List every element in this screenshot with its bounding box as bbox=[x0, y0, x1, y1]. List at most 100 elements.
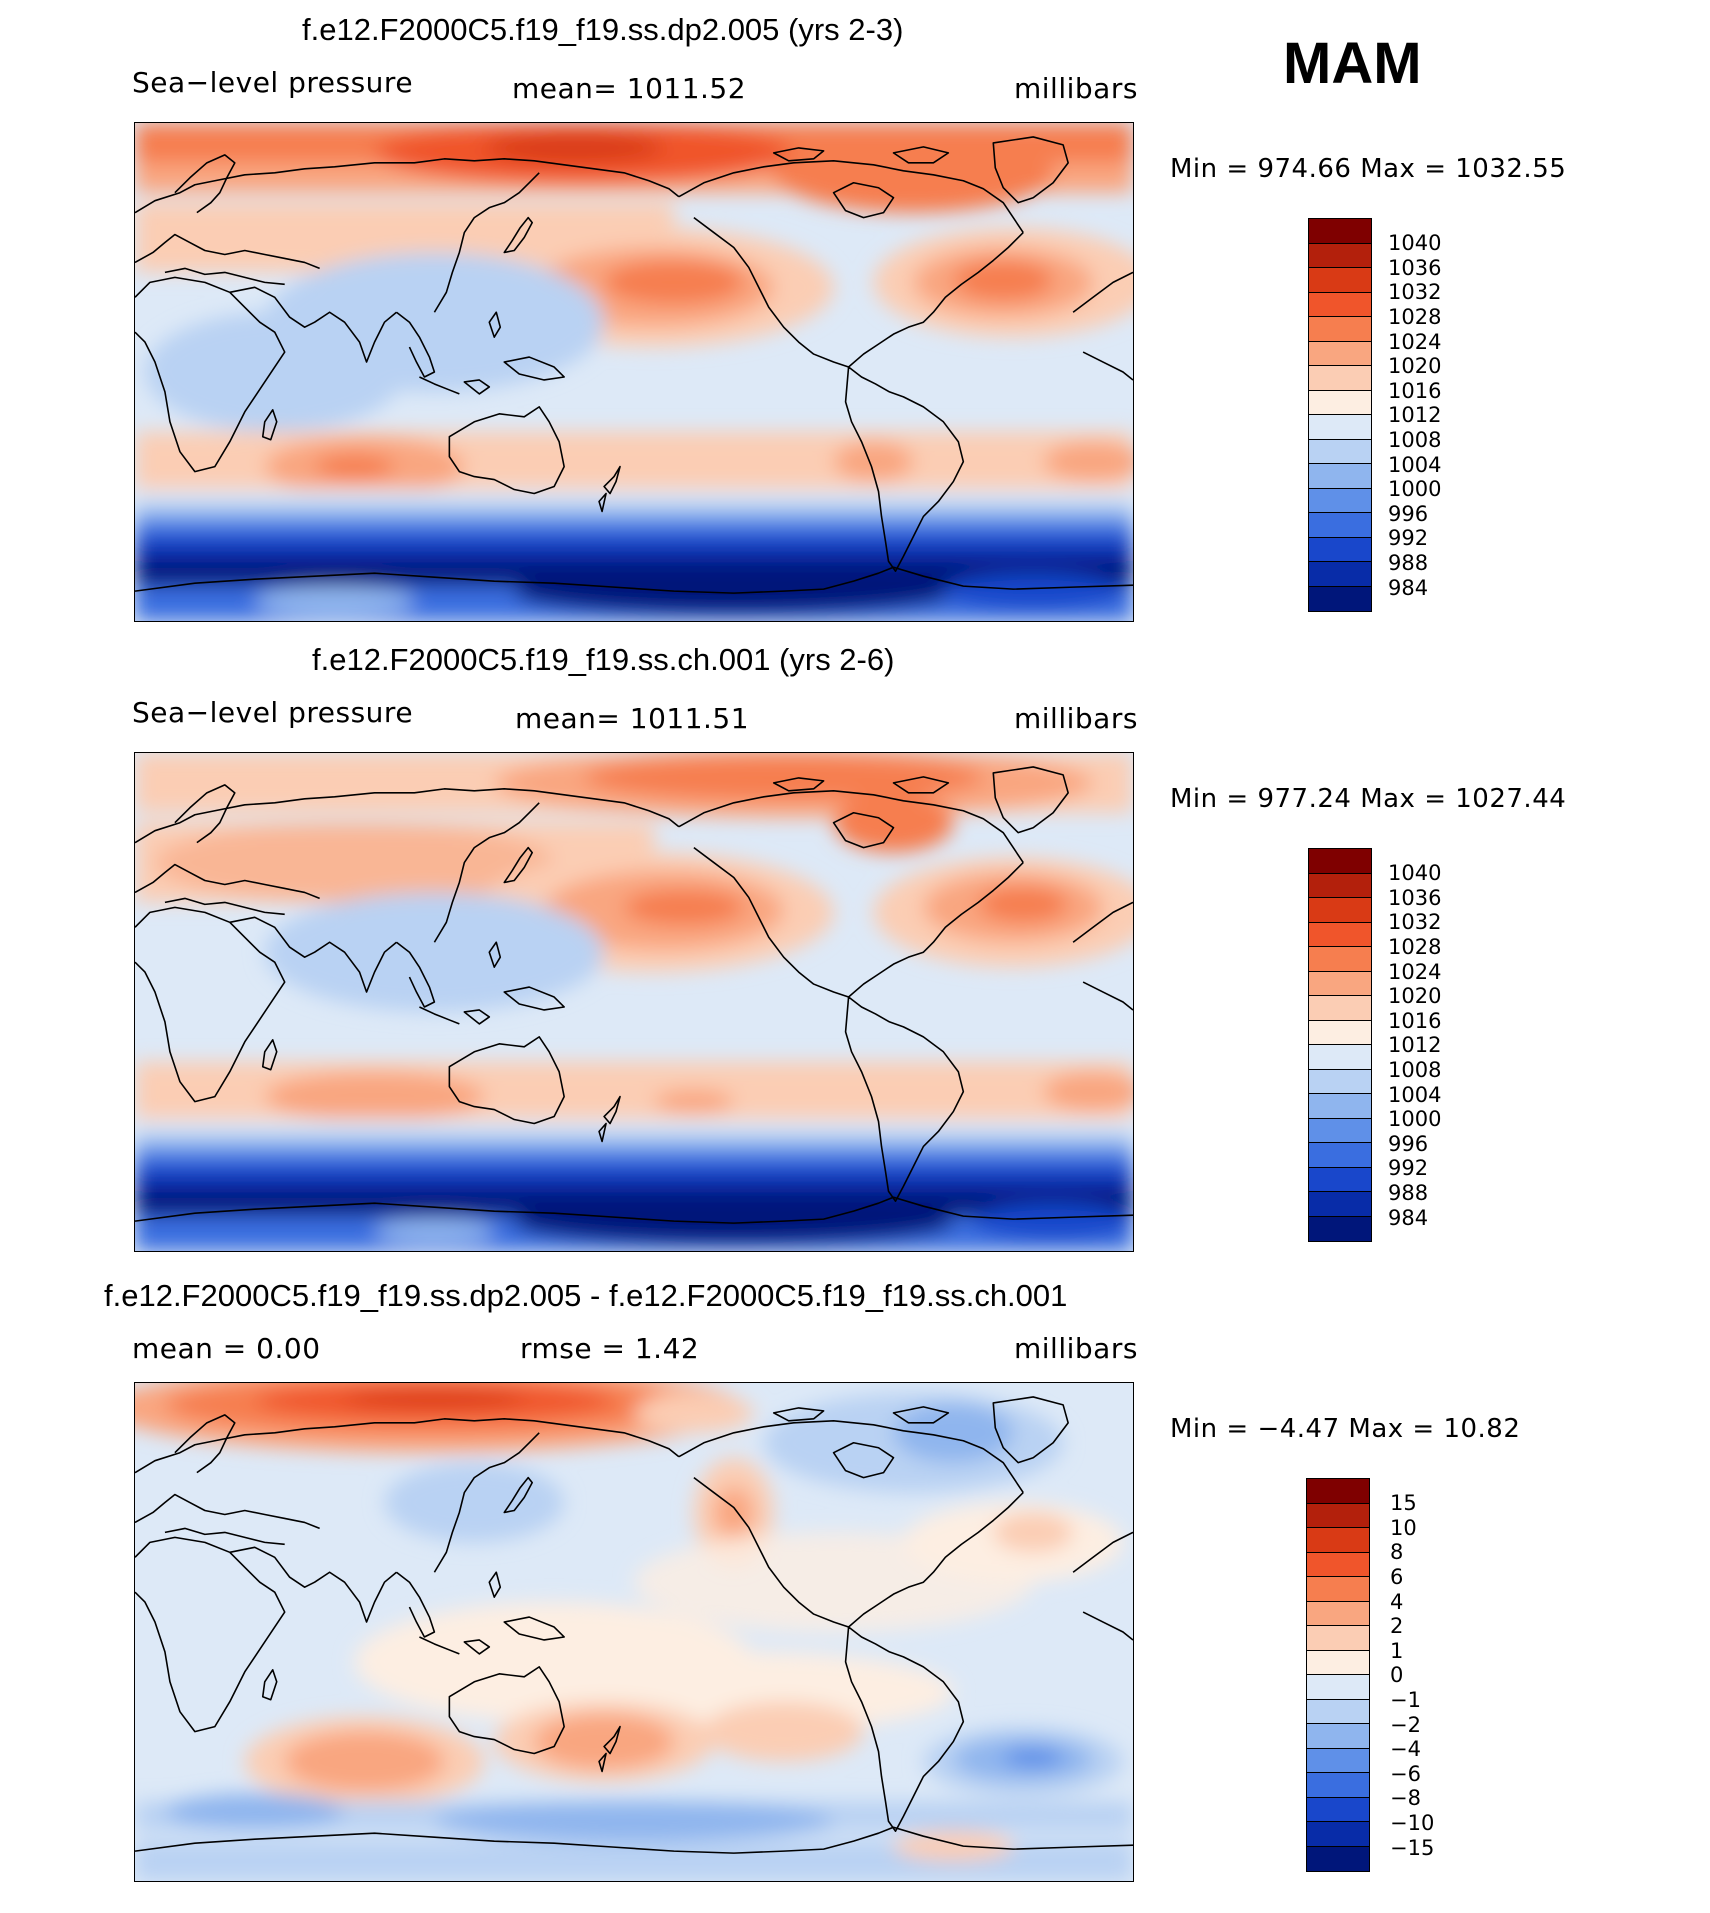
colorbar-label: 1024 bbox=[1388, 330, 1442, 354]
panel-3-minmax: Min = −4.47 Max = 10.82 bbox=[1170, 1414, 1521, 1444]
panel-2-colorbar-swatch bbox=[1309, 947, 1371, 972]
panel-2-colorbar-swatch bbox=[1309, 1167, 1371, 1192]
panel-1-colorbar-swatch bbox=[1309, 439, 1371, 464]
panel-3-colorbar-swatch bbox=[1307, 1577, 1369, 1602]
panel-3-colorbar-swatch bbox=[1307, 1699, 1369, 1724]
panel-1-colorbar-swatch bbox=[1309, 488, 1371, 513]
panel-2-colorbar-swatch bbox=[1309, 1143, 1371, 1168]
panel-1-variable-label: Sea−level pressure bbox=[132, 66, 414, 99]
panel-1-colorbar-swatch bbox=[1309, 268, 1371, 293]
colorbar-label: 1012 bbox=[1388, 403, 1442, 427]
panel-2-variable-label: Sea−level pressure bbox=[132, 696, 414, 729]
colorbar-label: 984 bbox=[1388, 1206, 1429, 1230]
colorbar-label: 1020 bbox=[1388, 984, 1442, 1008]
colorbar-label: 1016 bbox=[1388, 1009, 1442, 1033]
panel-3-title: f.e12.F2000C5.f19_f19.ss.dp2.005 - f.e12… bbox=[104, 1278, 1068, 1313]
colorbar-label: 992 bbox=[1388, 526, 1429, 550]
colorbar-label: 1036 bbox=[1388, 886, 1442, 910]
panel-1-mean-label: mean= 1011.52 bbox=[512, 72, 747, 105]
panel-3-colorbar-swatch bbox=[1307, 1797, 1369, 1822]
panel-3-colorbar-swatch bbox=[1307, 1724, 1369, 1749]
panel-3-colorbar bbox=[1306, 1478, 1370, 1872]
panel-2-colorbar-swatch bbox=[1309, 971, 1371, 996]
colorbar-label: −15 bbox=[1390, 1836, 1435, 1860]
colorbar-label: 1008 bbox=[1388, 428, 1442, 452]
panel-2-units-label: millibars bbox=[1014, 702, 1138, 735]
panel-1-colorbar-swatch bbox=[1309, 415, 1371, 440]
panel-3-colorbar-swatch bbox=[1307, 1822, 1369, 1847]
panel-2-colorbar-swatch bbox=[1309, 1094, 1371, 1119]
panel-3-map bbox=[134, 1382, 1134, 1882]
panel-2-colorbar-swatch bbox=[1309, 898, 1371, 923]
panel-2-mean-label: mean= 1011.51 bbox=[515, 702, 750, 735]
panel-1-colorbar-swatch bbox=[1309, 219, 1371, 244]
panel-1-colorbar bbox=[1308, 218, 1372, 612]
panel-1-colorbar-swatch bbox=[1309, 464, 1371, 489]
panel-3-colorbar-swatch bbox=[1307, 1479, 1369, 1504]
colorbar-label: −8 bbox=[1390, 1786, 1421, 1810]
colorbar-label: 1028 bbox=[1388, 935, 1442, 959]
colorbar-label: −4 bbox=[1390, 1737, 1421, 1761]
colorbar-label: 2 bbox=[1390, 1614, 1404, 1638]
panel-3-colorbar-swatch bbox=[1307, 1846, 1369, 1871]
panel-1-minmax: Min = 974.66 Max = 1032.55 bbox=[1170, 154, 1567, 184]
panel-2-colorbar-swatch bbox=[1309, 1069, 1371, 1094]
panel-2-colorbar-swatch bbox=[1309, 1118, 1371, 1143]
colorbar-label: 1028 bbox=[1388, 305, 1442, 329]
panel-3-units-label: millibars bbox=[1014, 1332, 1138, 1365]
colorbar-label: 6 bbox=[1390, 1565, 1404, 1589]
panel-2-colorbar-swatch bbox=[1309, 1045, 1371, 1070]
panel-2-colorbar-swatch bbox=[1309, 1192, 1371, 1217]
panel-2-colorbar bbox=[1308, 848, 1372, 1242]
season-label: MAM bbox=[1283, 31, 1422, 96]
panel-3-colorbar-swatch bbox=[1307, 1773, 1369, 1798]
colorbar-label: 992 bbox=[1388, 1156, 1429, 1180]
panel-1-colorbar-swatch bbox=[1309, 586, 1371, 611]
panel-2-title: f.e12.F2000C5.f19_f19.ss.ch.001 (yrs 2-6… bbox=[312, 642, 895, 677]
panel-1-colorbar-swatch bbox=[1309, 341, 1371, 366]
colorbar-label: 4 bbox=[1390, 1590, 1404, 1614]
panel-1-colorbar-swatch bbox=[1309, 562, 1371, 587]
colorbar-label: 1004 bbox=[1388, 1083, 1442, 1107]
panel-2-map bbox=[134, 752, 1134, 1252]
colorbar-label: 1004 bbox=[1388, 453, 1442, 477]
panel-3-colorbar-swatch bbox=[1307, 1601, 1369, 1626]
panel-3-colorbar-swatch bbox=[1307, 1650, 1369, 1675]
panel-3-colorbar-swatch bbox=[1307, 1748, 1369, 1773]
colorbar-label: 1012 bbox=[1388, 1033, 1442, 1057]
colorbar-label: 10 bbox=[1390, 1516, 1417, 1540]
panel-2-minmax: Min = 977.24 Max = 1027.44 bbox=[1170, 784, 1567, 814]
colorbar-label: 1040 bbox=[1388, 861, 1442, 885]
panel-1-colorbar-swatch bbox=[1309, 317, 1371, 342]
colorbar-label: 8 bbox=[1390, 1540, 1404, 1564]
panel-2-colorbar-swatch bbox=[1309, 922, 1371, 947]
colorbar-label: 0 bbox=[1390, 1663, 1404, 1687]
panel-2-colorbar-swatch bbox=[1309, 873, 1371, 898]
panel-1-map bbox=[134, 122, 1134, 622]
colorbar-label: −1 bbox=[1390, 1688, 1421, 1712]
colorbar-label: 1024 bbox=[1388, 960, 1442, 984]
panel-1-colorbar-swatch bbox=[1309, 390, 1371, 415]
colorbar-label: −6 bbox=[1390, 1762, 1421, 1786]
colorbar-label: 1000 bbox=[1388, 1107, 1442, 1131]
panel-1-title: f.e12.F2000C5.f19_f19.ss.dp2.005 (yrs 2-… bbox=[302, 12, 904, 47]
panel-3-colorbar-swatch bbox=[1307, 1626, 1369, 1651]
colorbar-label: 984 bbox=[1388, 576, 1429, 600]
panel-1-colorbar-swatch bbox=[1309, 366, 1371, 391]
panel-2-colorbar-swatch bbox=[1309, 996, 1371, 1021]
colorbar-label: 988 bbox=[1388, 551, 1429, 575]
panel-3-colorbar-swatch bbox=[1307, 1552, 1369, 1577]
panel-3-colorbar-swatch bbox=[1307, 1675, 1369, 1700]
colorbar-label: 1036 bbox=[1388, 256, 1442, 280]
panel-1-units-label: millibars bbox=[1014, 72, 1138, 105]
colorbar-label: 1020 bbox=[1388, 354, 1442, 378]
panel-3-mean-label: mean = 0.00 bbox=[132, 1332, 321, 1365]
panel-1-colorbar-swatch bbox=[1309, 537, 1371, 562]
colorbar-label: 996 bbox=[1388, 502, 1429, 526]
colorbar-label: 1032 bbox=[1388, 280, 1442, 304]
panel-2-colorbar-swatch bbox=[1309, 849, 1371, 874]
colorbar-label: 15 bbox=[1390, 1491, 1417, 1515]
panel-2-colorbar-swatch bbox=[1309, 1216, 1371, 1241]
colorbar-label: −10 bbox=[1390, 1811, 1435, 1835]
panel-1-colorbar-swatch bbox=[1309, 243, 1371, 268]
